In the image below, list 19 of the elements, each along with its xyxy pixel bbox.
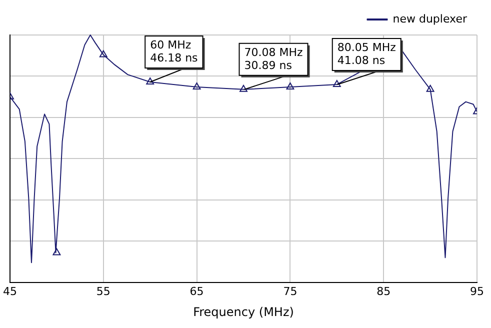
- point: [240, 84, 248, 92]
- annotation: 70.08 MHz 30.89 ns: [244, 46, 303, 72]
- point: [426, 84, 434, 92]
- point: [52, 248, 61, 256]
- point: [192, 82, 201, 90]
- x-tick-label: 45: [3, 284, 17, 298]
- point: [146, 78, 154, 85]
- point: [99, 50, 108, 58]
- legend-label: new duplexer: [392, 12, 468, 26]
- x-tick-label: 75: [283, 284, 298, 298]
- point: [332, 80, 341, 87]
- x-tick-label: 85: [376, 284, 391, 298]
- annotation: 60 MHz 46.18 ns: [150, 38, 198, 64]
- x-tick-label: 95: [470, 284, 484, 298]
- x-axis-title: Frequency (MHz): [193, 304, 294, 319]
- annotation: 80.05 MHz 41.08 ns: [337, 40, 396, 67]
- x-tick-label: 55: [96, 284, 110, 298]
- x-tick-label: 65: [190, 284, 204, 298]
- point: [286, 82, 294, 90]
